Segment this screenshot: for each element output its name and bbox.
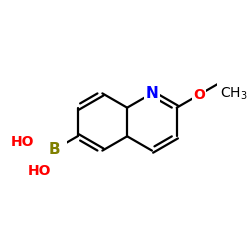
Text: HO: HO — [28, 164, 51, 177]
Text: O: O — [193, 88, 205, 102]
Text: HO: HO — [11, 135, 34, 149]
Text: N: N — [146, 86, 158, 101]
Text: CH$_3$: CH$_3$ — [220, 86, 247, 102]
Text: B: B — [49, 142, 60, 157]
